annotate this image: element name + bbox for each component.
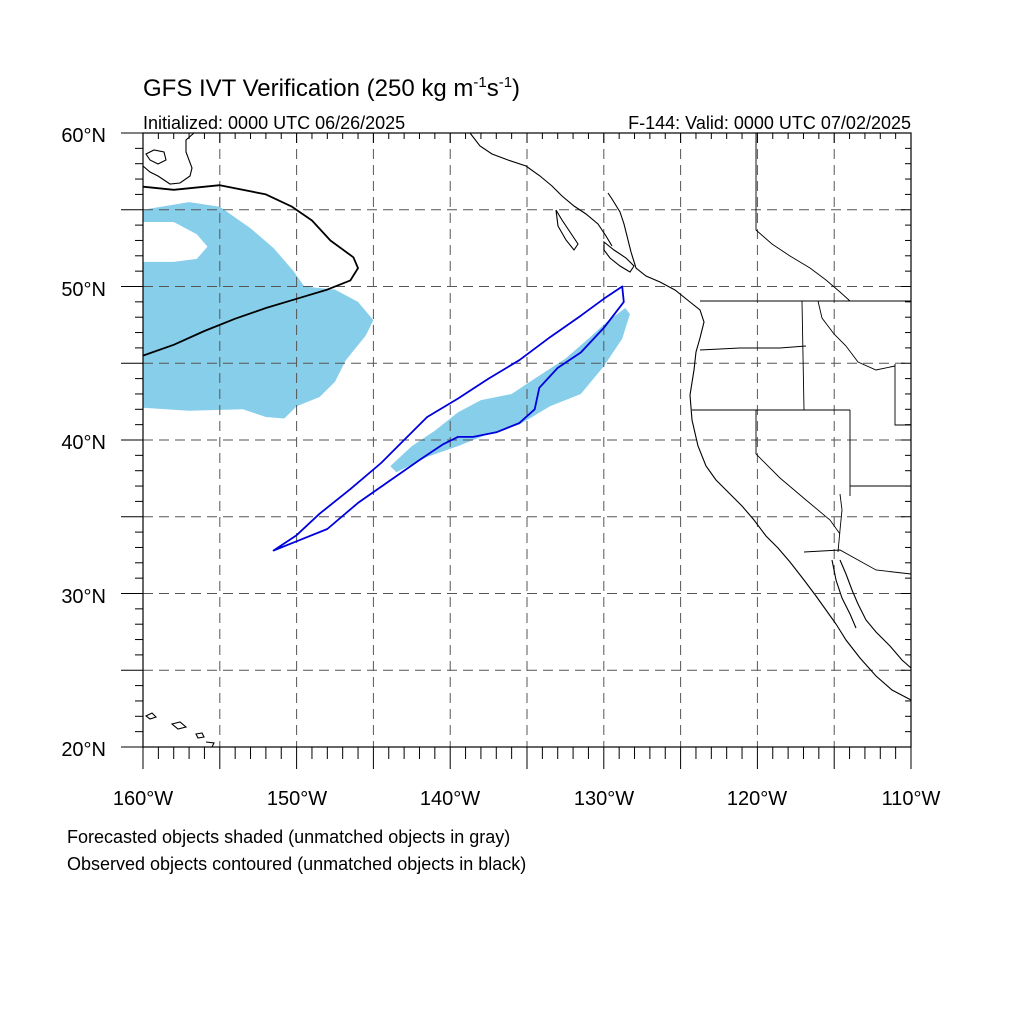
island-hawaii-4 bbox=[205, 741, 215, 748]
lon-label-120: 120°W bbox=[727, 788, 787, 810]
island-hawaii-2 bbox=[170, 721, 188, 730]
border-ca-nv bbox=[755, 410, 841, 535]
border-wa-id bbox=[801, 300, 805, 411]
subtitle-valid: F-144: Valid: 0000 UTC 07/02/2025 bbox=[628, 113, 911, 133]
border-bc-alberta bbox=[755, 133, 851, 302]
lat-label-30: 30°N bbox=[61, 586, 106, 608]
map-plot-area bbox=[121, 132, 912, 769]
coastline-west-coast bbox=[607, 192, 912, 701]
island-kodiak bbox=[145, 149, 167, 165]
observed-object-unmatched bbox=[142, 184, 359, 357]
lat-label-40: 40°N bbox=[61, 432, 106, 454]
lon-label-140: 140°W bbox=[420, 788, 480, 810]
lon-label-150: 150°W bbox=[267, 788, 327, 810]
map-frame bbox=[142, 132, 912, 748]
island-hawaii-1 bbox=[144, 712, 158, 720]
coastline-baja-inner bbox=[831, 559, 857, 629]
coastline-gulf-of-california bbox=[839, 559, 912, 669]
graticule bbox=[143, 133, 911, 747]
political-borders bbox=[692, 133, 912, 575]
lat-label-60: 60°N bbox=[61, 125, 106, 147]
lon-label-130: 130°W bbox=[574, 788, 634, 810]
coastlines-and-borders bbox=[142, 132, 912, 748]
coastline-alaska bbox=[142, 132, 195, 185]
lon-label-110: 110°W bbox=[882, 788, 941, 810]
border-wa-or bbox=[699, 345, 807, 351]
coastline-bc bbox=[469, 132, 613, 247]
border-az-nm bbox=[837, 493, 843, 553]
lat-label-20: 20°N bbox=[61, 739, 106, 761]
observed-objects bbox=[142, 184, 625, 552]
border-us-mexico bbox=[803, 549, 912, 575]
latitude-labels: 60°N 50°N 40°N 30°N 20°N bbox=[61, 125, 106, 761]
forecast-object-ar bbox=[390, 308, 630, 473]
island-haida-gwaii bbox=[555, 209, 579, 251]
lat-label-50: 50°N bbox=[61, 279, 106, 301]
observed-object-matched bbox=[272, 285, 625, 552]
chart-title: GFS IVT Verification (250 kg m-1s-1) bbox=[143, 74, 520, 102]
island-vancouver bbox=[603, 240, 635, 273]
longitude-labels: 160°W 150°W 140°W 130°W 120°W 110°W bbox=[113, 788, 941, 810]
island-hawaii-3 bbox=[195, 732, 205, 739]
legend-forecast-text: Forecasted objects shaded (unmatched obj… bbox=[67, 827, 510, 847]
subtitle-initialized: Initialized: 0000 UTC 06/26/2025 bbox=[143, 113, 405, 133]
border-id-mt bbox=[817, 300, 896, 371]
legend-observed-text: Observed objects contoured (unmatched ob… bbox=[67, 854, 526, 874]
forecast-object-hole bbox=[143, 222, 208, 262]
lon-label-160: 160°W bbox=[113, 788, 173, 810]
